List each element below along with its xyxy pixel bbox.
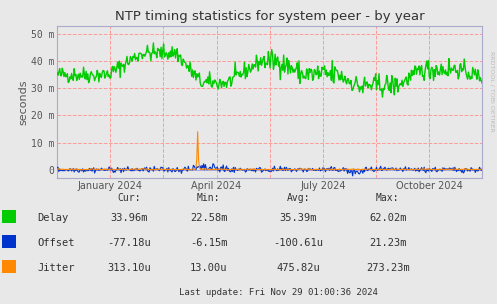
Text: Last update: Fri Nov 29 01:00:36 2024: Last update: Fri Nov 29 01:00:36 2024 xyxy=(179,288,378,297)
Text: 62.02m: 62.02m xyxy=(369,213,407,223)
Text: 13.00u: 13.00u xyxy=(190,263,228,273)
Text: 21.23m: 21.23m xyxy=(369,238,407,248)
Text: RRDTOOL / TOBI OETIKER: RRDTOOL / TOBI OETIKER xyxy=(490,51,495,132)
Text: Min:: Min: xyxy=(197,193,221,203)
Text: -77.18u: -77.18u xyxy=(107,238,151,248)
Text: Offset: Offset xyxy=(37,238,75,248)
Y-axis label: seconds: seconds xyxy=(18,79,28,125)
Text: 273.23m: 273.23m xyxy=(366,263,410,273)
Title: NTP timing statistics for system peer - by year: NTP timing statistics for system peer - … xyxy=(115,10,424,23)
Text: 33.96m: 33.96m xyxy=(110,213,148,223)
Text: 35.39m: 35.39m xyxy=(279,213,317,223)
Text: Cur:: Cur: xyxy=(117,193,141,203)
Text: 475.82u: 475.82u xyxy=(276,263,320,273)
Text: 22.58m: 22.58m xyxy=(190,213,228,223)
Text: Jitter: Jitter xyxy=(37,263,75,273)
Text: -6.15m: -6.15m xyxy=(190,238,228,248)
Text: -100.61u: -100.61u xyxy=(273,238,323,248)
Text: Max:: Max: xyxy=(376,193,400,203)
Text: 313.10u: 313.10u xyxy=(107,263,151,273)
Text: Delay: Delay xyxy=(37,213,69,223)
Text: Avg:: Avg: xyxy=(286,193,310,203)
